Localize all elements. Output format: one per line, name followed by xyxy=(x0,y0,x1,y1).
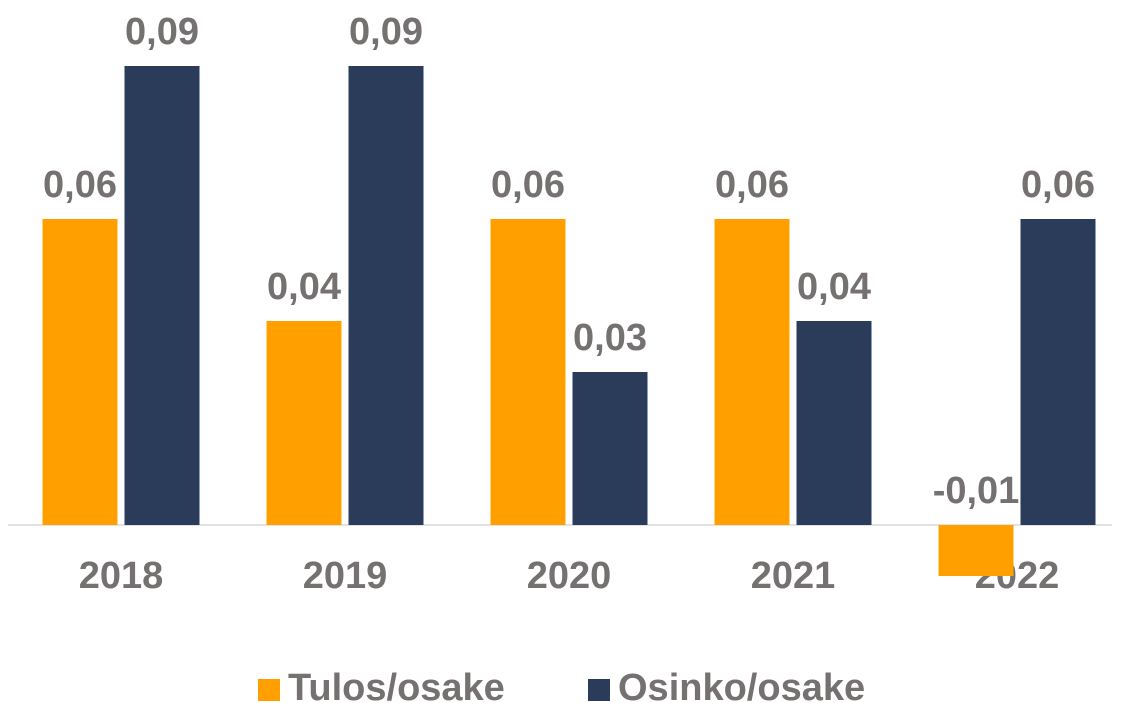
x-tick-label: 2018 xyxy=(79,555,164,597)
data-label: 0,09 xyxy=(349,11,423,53)
x-tick-label: 2020 xyxy=(527,555,612,597)
data-label: 0,06 xyxy=(491,164,565,206)
bar xyxy=(796,321,872,525)
x-tick-label: 2021 xyxy=(751,555,836,597)
data-label: 0,06 xyxy=(43,164,117,206)
bar xyxy=(348,66,424,525)
data-label: 0,03 xyxy=(573,317,647,359)
data-label: 0,04 xyxy=(267,266,341,308)
bar xyxy=(42,219,118,525)
data-label: -0,01 xyxy=(933,470,1020,512)
bar xyxy=(714,219,790,525)
legend-swatch xyxy=(258,679,280,701)
legend-label: Osinko/osake xyxy=(618,667,865,703)
data-label: 0,09 xyxy=(125,11,199,53)
data-label: 0,06 xyxy=(1021,164,1095,206)
data-label: 0,04 xyxy=(797,266,871,308)
legend-label: Tulos/osake xyxy=(288,667,505,703)
bar xyxy=(490,219,566,525)
bar xyxy=(572,372,648,525)
bar xyxy=(938,525,1014,576)
bar xyxy=(124,66,200,525)
legend-swatch xyxy=(588,679,610,701)
x-tick-label: 2019 xyxy=(303,555,388,597)
bar xyxy=(266,321,342,525)
bar xyxy=(1020,219,1096,525)
data-label: 0,06 xyxy=(715,164,789,206)
